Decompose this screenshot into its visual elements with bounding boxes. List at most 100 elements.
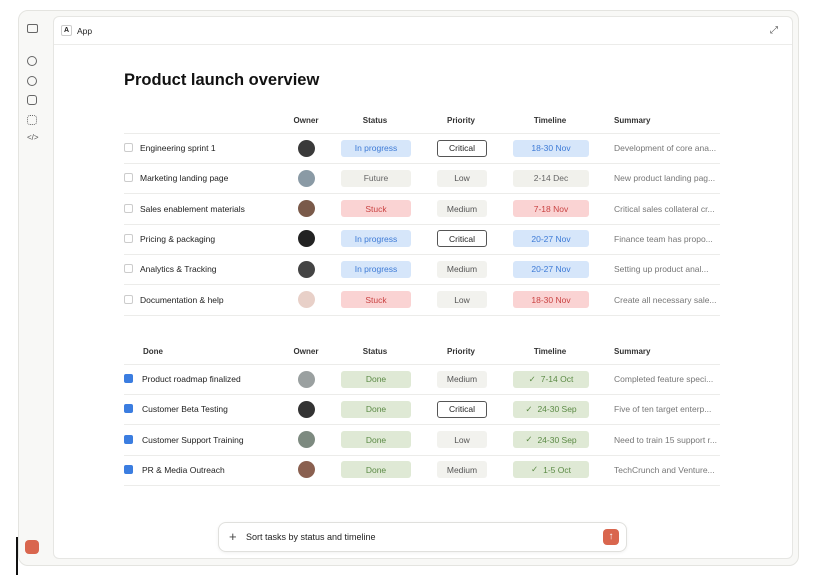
column-header: Timeline [533, 347, 567, 356]
task-name[interactable]: Sales enablement materials [140, 203, 245, 214]
main-panel [53, 16, 793, 559]
summary-text: Need to train 15 support r... [614, 434, 718, 445]
task-name[interactable]: Pricing & packaging [140, 233, 216, 244]
timeline-pill[interactable]: 20-27 Nov [513, 260, 589, 278]
checkbox[interactable] [124, 203, 133, 213]
checkbox[interactable] [124, 464, 133, 474]
prompt-box[interactable] [218, 522, 627, 552]
column-header: Priority [446, 347, 475, 356]
send-button[interactable]: ↑ [603, 529, 619, 545]
timeline-text: 20-27 Nov [531, 264, 571, 275]
checkbox[interactable] [124, 404, 133, 414]
nav-icon[interactable]: </> [27, 133, 39, 142]
column-header: Timeline [533, 116, 567, 125]
owner-avatar [298, 200, 315, 218]
status-pill[interactable]: Done [341, 400, 411, 418]
table-heading: Done [143, 347, 163, 356]
checkbox[interactable] [124, 143, 133, 152]
task-name[interactable]: Engineering sprint 1 [140, 143, 216, 153]
owner-avatar [298, 260, 315, 278]
task-name[interactable]: Customer Beta Testing [142, 404, 228, 415]
nav-icon[interactable] [27, 95, 37, 105]
timeline-pill[interactable]: 18-30 Nov [513, 291, 589, 308]
checkbox[interactable] [124, 374, 133, 383]
timeline-pill[interactable]: 20-27 Nov [513, 230, 589, 248]
status-pill[interactable]: Done [341, 431, 411, 449]
timeline-pill[interactable]: ✓ 24-30 Sep [513, 400, 589, 418]
status-pill[interactable]: Done [341, 461, 411, 479]
summary-text: Create all necessary sale... [614, 294, 717, 305]
summary-text: Completed feature speci... [614, 374, 714, 384]
status-pill[interactable]: In progress [341, 260, 411, 278]
timeline-pill[interactable]: ✓ 1-5 Oct [513, 461, 589, 479]
priority-pill[interactable]: Medium [437, 461, 487, 479]
check-icon: ✓ [525, 434, 533, 445]
row-divider [124, 454, 720, 456]
priority-pill[interactable]: Critical [437, 139, 487, 157]
status-pill[interactable]: In progress [341, 230, 411, 248]
timeline-text: 24-30 Sep [537, 404, 577, 415]
checkbox[interactable] [124, 233, 133, 243]
owner-avatar [298, 291, 315, 308]
nav-icon[interactable] [27, 115, 37, 125]
checkbox[interactable] [124, 264, 133, 274]
timeline-pill[interactable]: ✓ 24-30 Sep [513, 431, 589, 449]
add-button[interactable]: + [229, 529, 237, 544]
column-header: Owner [293, 116, 319, 125]
priority-pill[interactable]: Medium [437, 200, 487, 218]
timeline-pill[interactable]: 2-14 Dec [513, 169, 589, 187]
nav-icon[interactable] [27, 76, 37, 86]
task-name[interactable]: Product roadmap finalized [142, 374, 241, 384]
task-name[interactable]: PR & Media Outreach [142, 464, 225, 475]
summary-text: Finance team has propo... [614, 233, 713, 244]
timeline-text: 1-5 Oct [543, 464, 571, 475]
task-name[interactable]: Customer Support Training [142, 434, 244, 445]
sidebar-toggle[interactable] [27, 24, 38, 33]
status-pill[interactable]: Future [341, 169, 411, 187]
checkbox[interactable] [124, 294, 133, 304]
status-pill[interactable]: Stuck [341, 200, 411, 218]
row-divider [124, 163, 720, 164]
nav-icon[interactable] [27, 56, 37, 66]
timeline-text: 2-14 Dec [533, 173, 569, 184]
row-divider [124, 364, 720, 365]
row-divider [124, 314, 720, 316]
app-title: App [77, 26, 93, 36]
column-header: Priority [446, 116, 475, 125]
checkbox[interactable] [124, 434, 133, 444]
timeline-text: 7-18 Nov [533, 203, 569, 214]
timeline-pill[interactable]: 18-30 Nov [513, 139, 589, 157]
owner-avatar [298, 400, 315, 418]
priority-pill[interactable]: Medium [437, 370, 487, 388]
priority-pill[interactable]: Low [437, 291, 487, 308]
task-name[interactable]: Documentation & help [140, 294, 224, 305]
row-divider [124, 133, 720, 134]
task-name[interactable]: Analytics & Tracking [140, 264, 217, 275]
check-icon: ✓ [531, 464, 539, 475]
summary-text: Critical sales collateral cr... [614, 203, 715, 214]
priority-pill[interactable]: Critical [437, 230, 487, 248]
status-pill[interactable]: In progress [341, 139, 411, 157]
summary-text: TechCrunch and Venture... [614, 464, 715, 475]
timeline-pill[interactable]: ✓ 7-14 Oct [513, 370, 589, 388]
column-header: Summary [614, 347, 651, 356]
timeline-pill[interactable]: 7-18 Nov [513, 200, 589, 218]
status-pill[interactable]: Done [341, 370, 411, 388]
checkbox[interactable] [124, 173, 133, 183]
priority-pill[interactable]: Low [437, 169, 487, 187]
task-name[interactable]: Marketing landing page [140, 173, 229, 184]
user-avatar[interactable] [25, 540, 39, 554]
priority-pill[interactable]: Medium [437, 260, 487, 278]
prompt-text[interactable]: Sort tasks by status and timeline [246, 532, 376, 542]
timeline-text: 18-30 Nov [531, 143, 571, 153]
priority-pill[interactable]: Critical [437, 400, 487, 418]
row-divider [124, 284, 720, 286]
column-header: Status [362, 347, 388, 356]
row-divider [124, 253, 720, 255]
expand-button[interactable]: ⤢ [770, 25, 778, 36]
summary-text: Five of ten target enterp... [614, 404, 712, 415]
priority-pill[interactable]: Low [437, 431, 487, 449]
timeline-text: 18-30 Nov [531, 294, 571, 305]
status-pill[interactable]: Stuck [341, 291, 411, 308]
